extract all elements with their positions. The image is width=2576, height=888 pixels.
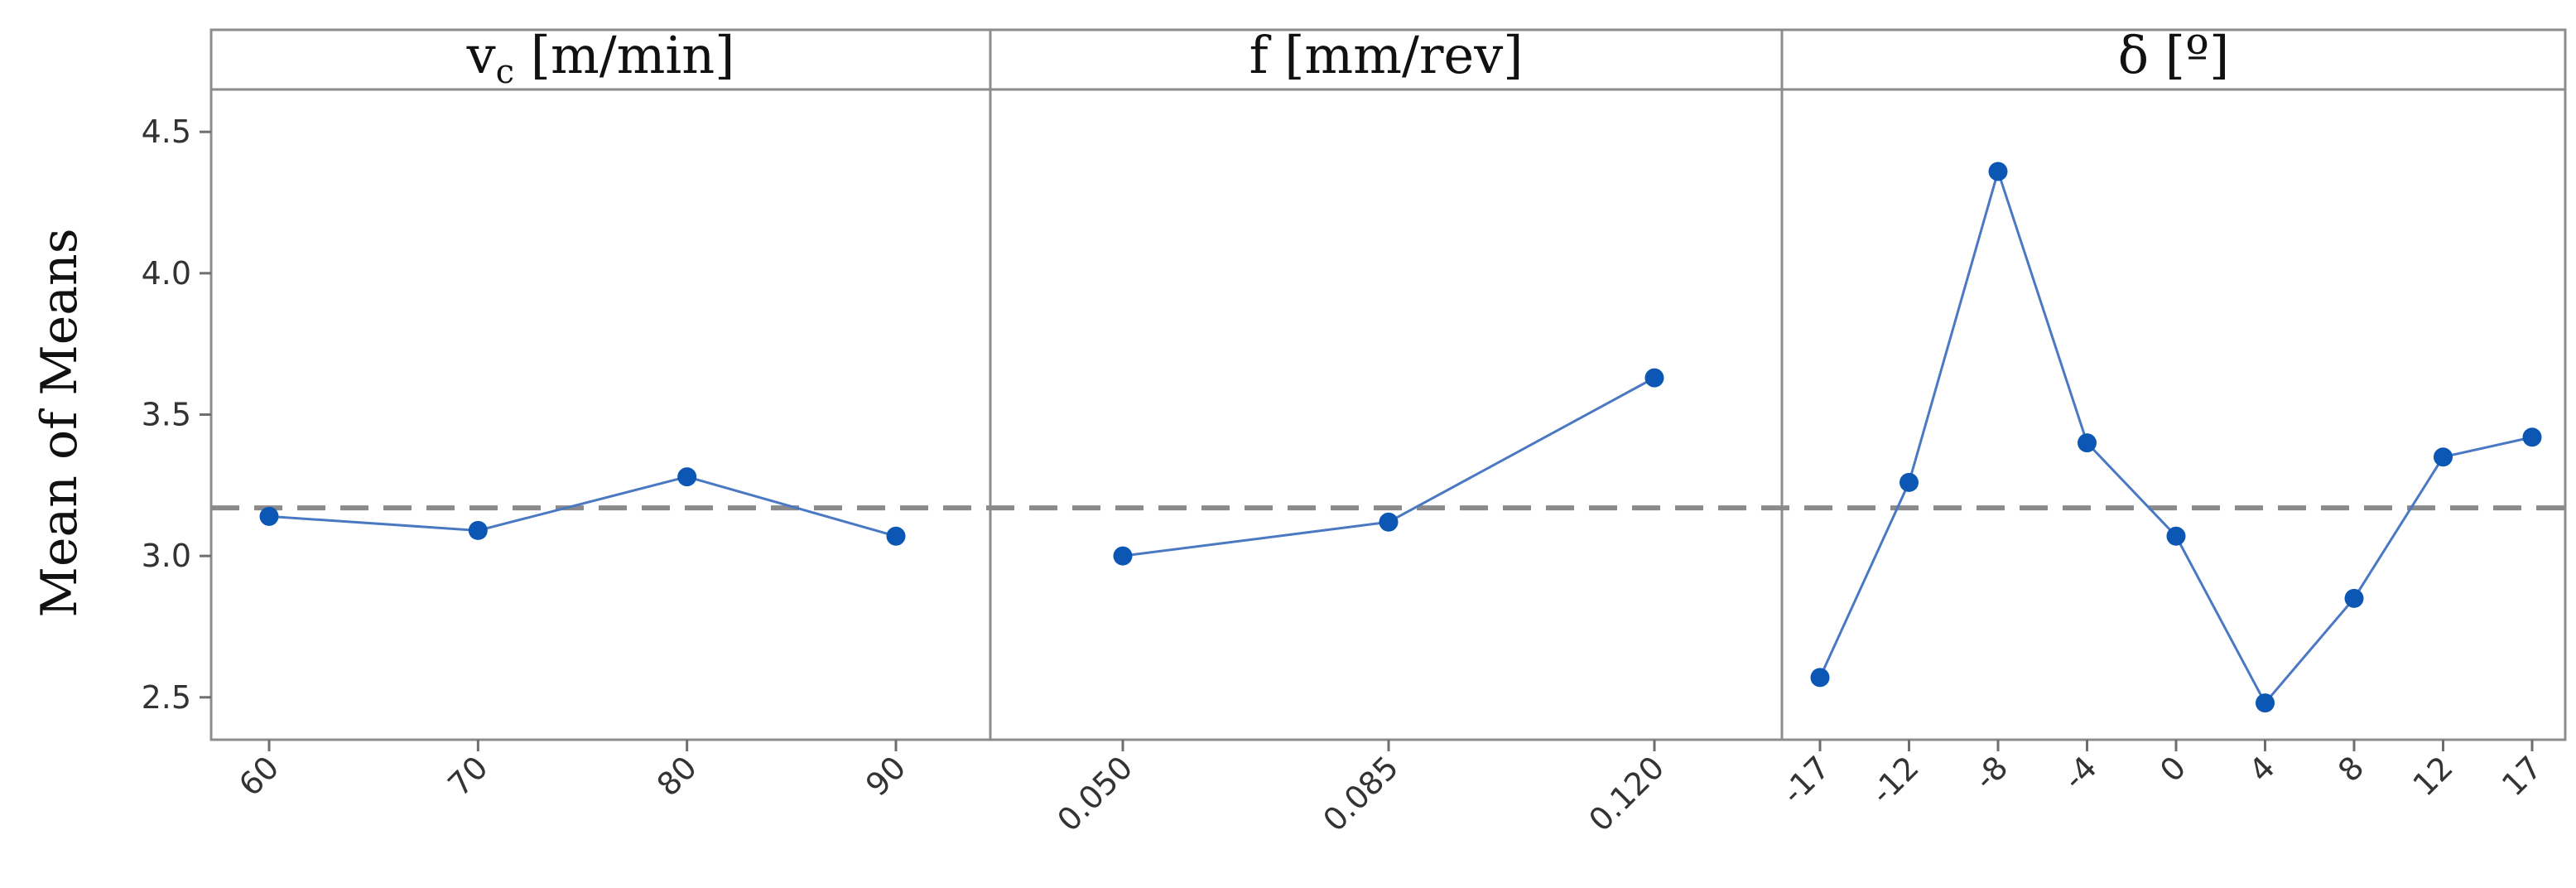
data-point <box>886 526 906 546</box>
data-point <box>468 520 488 540</box>
data-point <box>2522 427 2542 447</box>
panel-1: vc [m/min] 60 70 80 90 <box>232 25 912 804</box>
x-tick-label: 8 <box>2331 749 2371 789</box>
x-tick-label: 70 <box>441 749 494 803</box>
panel-title-rest: º] <box>2185 25 2229 85</box>
x-tick-label: 0.085 <box>1316 749 1405 838</box>
panel-title-rest: [m/min] <box>514 25 734 85</box>
x-tick-label: -17 <box>1774 749 1837 811</box>
data-point <box>1988 162 2008 181</box>
data-point <box>1899 472 1919 492</box>
data-point <box>2434 447 2453 467</box>
x-tick-label: 4 <box>2242 749 2282 789</box>
panel-title-main: v <box>466 25 496 85</box>
x-tick-label: 17 <box>2495 749 2549 803</box>
series-line <box>1818 166 2533 706</box>
panel-title: vc [m/min] <box>466 25 735 91</box>
y-tick-label: 4.5 <box>142 113 191 150</box>
x-tick-label: 0.050 <box>1050 749 1139 838</box>
x-tick-label: -4 <box>2056 749 2104 797</box>
data-point <box>677 467 697 487</box>
y-tick-label: 3.0 <box>142 538 191 574</box>
panel-title: δ [º] <box>2118 25 2230 85</box>
data-point <box>2344 588 2364 608</box>
x-tick-label: -8 <box>1967 749 2015 797</box>
panel-title-subscript: c <box>496 53 514 91</box>
data-point <box>1810 668 1830 688</box>
panel-title: f [mm/rev] <box>1249 25 1524 85</box>
x-tick-label: 0.120 <box>1582 749 1671 838</box>
y-axis-label: Mean of Means <box>31 229 89 618</box>
panel-title-main: δ [ <box>2118 25 2185 85</box>
data-point <box>1379 512 1399 532</box>
x-tick-label: 0 <box>2153 749 2193 789</box>
x-tick-label: -12 <box>1864 749 1926 811</box>
panel-title-main: f [mm/rev] <box>1249 25 1524 85</box>
data-point <box>259 506 279 526</box>
data-point <box>2256 693 2275 713</box>
y-tick-label: 4.0 <box>142 255 191 292</box>
x-tick-label: 90 <box>859 749 912 803</box>
y-tick-label: 2.5 <box>142 679 191 716</box>
plot-frame <box>209 28 2567 741</box>
y-tick-label: 3.5 <box>142 397 191 433</box>
x-tick-label: 60 <box>232 749 286 803</box>
data-point <box>1644 368 1664 388</box>
data-point <box>2166 526 2186 546</box>
x-tick-label: 12 <box>2406 749 2460 803</box>
data-point <box>2078 433 2097 453</box>
x-tick-label: 80 <box>650 749 704 803</box>
data-point <box>1113 546 1133 566</box>
series-line <box>268 475 897 538</box>
panel-3: δ [º] -17 -12 -8 -4 0 4 8 12 17 <box>1774 25 2549 811</box>
panel-2: f [mm/rev] 0.050 0.085 0.120 <box>1050 25 1671 838</box>
